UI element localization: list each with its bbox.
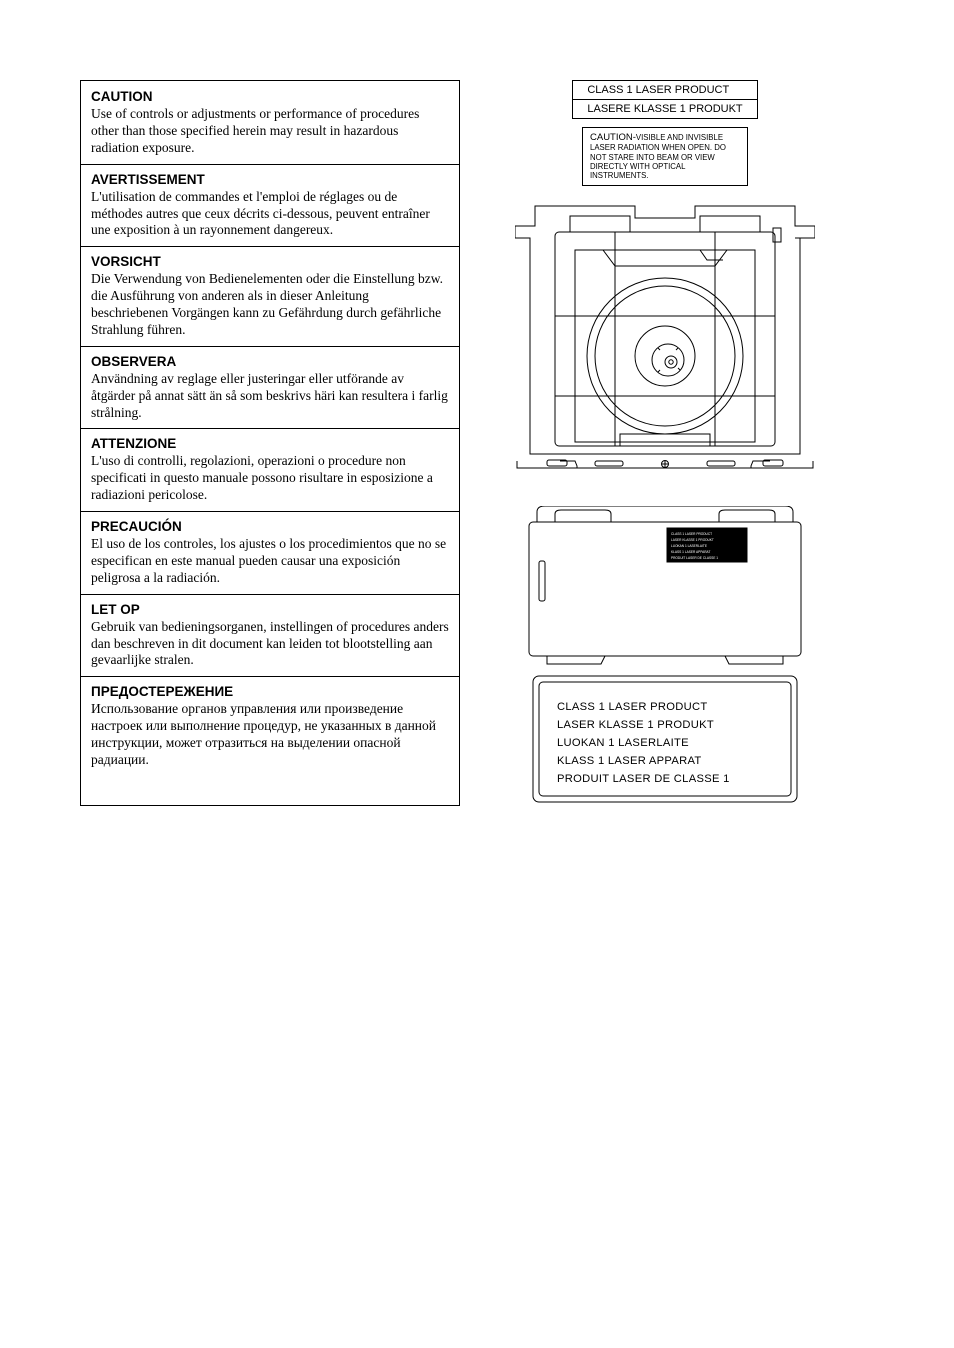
section-divider [81,164,459,165]
section-divider [81,676,459,677]
laser-class-table: CLASS 1 LASER PRODUCT LASERE KLASSE 1 PR… [572,80,757,119]
section-divider [81,594,459,595]
class-label-line: CLASS 1 LASER PRODUCT [557,701,708,713]
section-title: ATTENZIONE [91,436,449,451]
section-caution-fr: AVERTISSEMENT L'utilisation de commandes… [91,172,449,240]
main-container: CAUTION Use of controls or adjustments o… [80,80,874,806]
section-divider [81,346,459,347]
section-caution-nl: LET OP Gebruik van bedieningsorganen, in… [91,602,449,670]
section-body: Использование органов управления или про… [91,701,449,769]
section-body: Gebruik van bedieningsorganen, instellin… [91,619,449,670]
section-title: AVERTISSEMENT [91,172,449,187]
section-title: ПРЕДОСТЕРЕЖЕНИЕ [91,684,449,699]
inner-label-line: KLASS 1 LASER APPARAT [671,550,710,554]
section-caution-it: ATTENZIONE L'uso di controlli, regolazio… [91,436,449,504]
diagram-column: CLASS 1 LASER PRODUCT LASERE KLASSE 1 PR… [500,80,830,806]
section-caution-de: VORSICHT Die Verwendung von Bedienelemen… [91,254,449,339]
section-caution-sv: OBSERVERA Användning av reglage eller ju… [91,354,449,422]
section-body: Användning av reglage eller justeringar … [91,371,449,422]
inner-label-line: PRODUIT LASER DE CLASSE 1 [671,556,718,560]
section-title: CAUTION [91,89,449,104]
inner-label-line: LUOKAN 1 LASERLAITE [671,544,707,548]
caution-column: CAUTION Use of controls or adjustments o… [80,80,460,806]
class-label-line: LASER KLASSE 1 PRODUKT [557,719,714,731]
section-divider [81,428,459,429]
laser-class-cell: CLASS 1 LASER PRODUCT [573,81,757,100]
section-title: LET OP [91,602,449,617]
device-top-diagram [515,196,815,476]
section-caution-es: PRECAUCIÓN El uso de los controles, los … [91,519,449,587]
section-divider [81,511,459,512]
section-title: OBSERVERA [91,354,449,369]
class-label-line: KLASS 1 LASER APPARAT [557,755,702,767]
caution-lead: CAUTION- [590,132,636,143]
section-body: L'utilisation de commandes et l'emploi d… [91,189,449,240]
inner-label-line: CLASS 1 LASER PRODUCT [671,532,712,536]
section-body: Die Verwendung von Bedienelementen oder … [91,271,449,339]
class-label-line: PRODUIT LASER DE CLASSE 1 [557,773,730,785]
section-caution-ru: ПРЕДОСТЕРЕЖЕНИЕ Использование органов уп… [91,684,449,769]
section-title: VORSICHT [91,254,449,269]
section-caution-en: CAUTION Use of controls or adjustments o… [91,89,449,157]
section-body: Use of controls or adjustments or perfor… [91,106,449,157]
device-rear-diagram: CLASS 1 LASER PRODUCT LASER KLASSE 1 PRO… [515,506,815,806]
section-body: L'uso di controlli, regolazioni, operazi… [91,453,449,504]
section-body: El uso de los controles, los ajustes o l… [91,536,449,587]
class-label-line: LUOKAN 1 LASERLAITE [557,737,689,749]
laser-class-cell: LASERE KLASSE 1 PRODUKT [573,100,757,119]
section-title: PRECAUCIÓN [91,519,449,534]
inner-label-line: LASER KLASSE 1 PRODUKT [671,538,714,542]
section-divider [81,246,459,247]
caution-radiation-box: CAUTION-VISIBLE AND INVISIBLE LASER RADI… [582,127,748,186]
